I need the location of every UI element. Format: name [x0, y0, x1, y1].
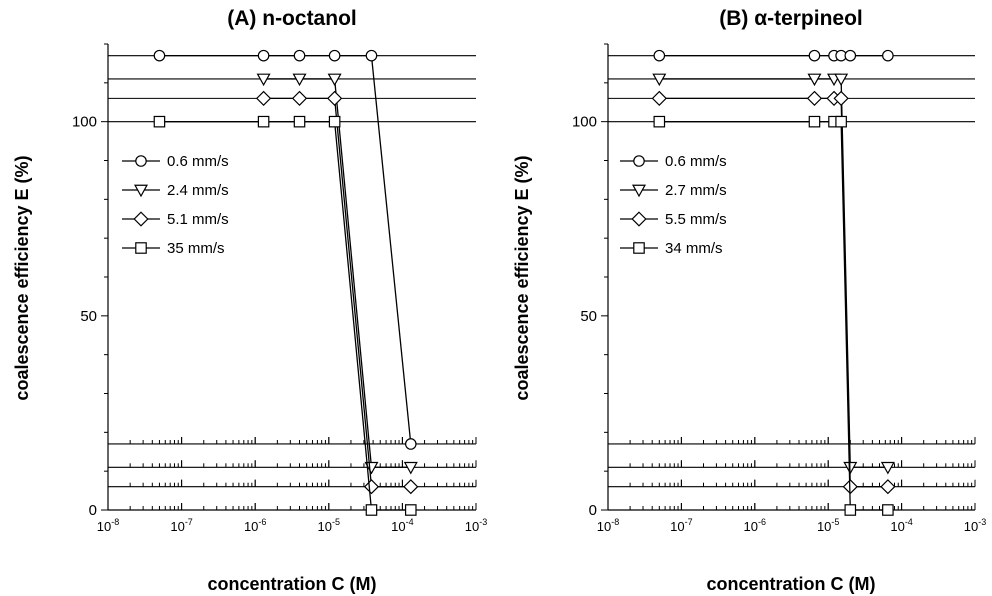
data-point	[257, 49, 270, 62]
data-point	[833, 90, 849, 106]
legend-label: 34 mm/s	[665, 240, 723, 257]
y-tick-label: 100	[72, 114, 97, 131]
data-point	[652, 73, 667, 87]
legend-marker	[631, 211, 647, 227]
x-axis-label: concentration C (M)	[208, 574, 377, 594]
legend-marker	[134, 184, 148, 198]
data-point	[293, 115, 306, 128]
series-line	[263, 78, 411, 468]
legend-label: 2.4 mm/s	[167, 182, 229, 199]
data-point	[153, 115, 166, 128]
legend-label: 0.6 mm/s	[665, 153, 727, 170]
data-point	[844, 504, 857, 516]
legend-marker	[632, 184, 646, 198]
y-axis-label: coalescence efficiency E (%)	[12, 155, 32, 400]
data-point	[292, 73, 307, 87]
y-tick-label: 0	[589, 502, 597, 519]
x-tick-label: 10-7	[670, 517, 692, 534]
data-point	[806, 90, 823, 106]
series-circle: 0.6 mm/s	[107, 49, 477, 450]
data-point	[835, 115, 847, 128]
panel-a: (A) n-octanol 0 50 100 10-8 10-7 10-6 10-5 10-4 1…	[12, 7, 487, 594]
series-diamond: 5.1 mm/s	[107, 90, 477, 495]
data-point	[808, 115, 821, 128]
data-point	[880, 461, 895, 475]
x-tick-label: 10-6	[244, 517, 266, 534]
data-point	[328, 115, 341, 128]
data-point	[293, 49, 306, 62]
x-tick-label: 10-3	[465, 517, 487, 534]
x-axis-label: concentration C (M)	[707, 574, 876, 594]
data-point	[403, 479, 419, 495]
data-point	[653, 115, 666, 128]
data-point	[327, 73, 342, 87]
y-tick-label: 50	[580, 308, 597, 325]
data-point	[834, 73, 849, 87]
x-tick-label: 10-8	[597, 517, 619, 534]
legend-marker	[135, 242, 147, 254]
legend-marker	[633, 155, 645, 167]
data-point	[153, 49, 166, 62]
legend-marker	[135, 155, 147, 167]
series-line	[263, 97, 411, 488]
data-point	[328, 49, 341, 62]
x-tick-label: 10-8	[97, 517, 119, 534]
data-point	[404, 438, 417, 450]
data-point	[363, 479, 380, 495]
x-tick-label: 10-7	[170, 517, 192, 534]
legend-marker	[633, 242, 645, 254]
data-point	[651, 90, 667, 106]
series-line	[659, 78, 888, 468]
legend-label: 5.5 mm/s	[665, 211, 727, 228]
x-tick-label: 10-3	[964, 517, 986, 534]
data-point	[880, 479, 896, 495]
data-point	[844, 49, 857, 62]
x-tick-label: 10-6	[744, 517, 766, 534]
data-point	[807, 73, 822, 87]
data-point	[364, 461, 379, 475]
series-diamond: 5.5 mm/s	[607, 90, 976, 495]
data-point	[653, 49, 666, 62]
data-point	[808, 49, 821, 62]
y-axis-label: coalescence efficiency E (%)	[512, 155, 532, 400]
data-point	[255, 90, 272, 106]
data-point	[257, 115, 270, 128]
data-point	[327, 90, 343, 106]
series-square: 34 mm/s	[607, 115, 976, 516]
x-tick-label: 10-4	[391, 517, 413, 534]
legend-label: 35 mm/s	[167, 240, 225, 257]
data-point	[882, 49, 894, 62]
chart-title: (A) n-octanol	[227, 7, 356, 30]
legend-label: 5.1 mm/s	[167, 211, 229, 228]
data-point	[291, 90, 308, 106]
legend-marker	[133, 211, 149, 227]
series-triangle-down: 2.4 mm/s	[107, 73, 477, 475]
legend-label: 0.6 mm/s	[167, 153, 229, 170]
data-point	[404, 504, 417, 516]
series-line	[659, 121, 888, 511]
x-tick-label: 10-5	[318, 517, 340, 534]
series-square: 35 mm/s	[107, 115, 477, 516]
x-tick-label: 10-5	[817, 517, 839, 534]
legend-label: 2.7 mm/s	[665, 182, 727, 199]
chart-title: (B) α-terpineol	[719, 7, 863, 30]
data-point	[365, 504, 378, 516]
y-tick-label: 100	[572, 114, 597, 131]
data-point	[882, 504, 894, 516]
series-line	[159, 55, 412, 445]
x-tick-label: 10-4	[890, 517, 912, 534]
data-point	[256, 73, 271, 87]
data-point	[403, 461, 418, 475]
panel-b: (B) α-terpineol 0 50 100 10-8 10-7 10-6 10-5 10-…	[512, 7, 986, 594]
y-tick-label: 0	[89, 502, 97, 519]
y-tick-label: 50	[80, 308, 97, 325]
series-triangle-down: 2.7 mm/s	[607, 73, 976, 475]
series-line	[159, 121, 411, 511]
series-circle: 0.6 mm/s	[607, 49, 976, 445]
data-point	[365, 49, 378, 62]
